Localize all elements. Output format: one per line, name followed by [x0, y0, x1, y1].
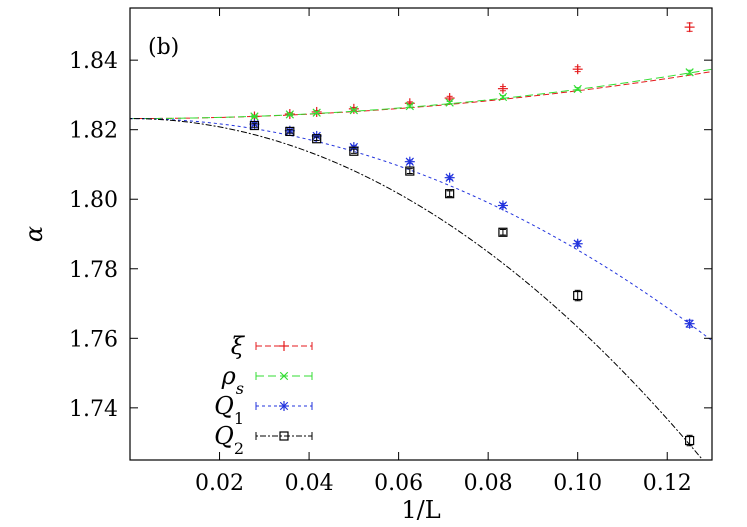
data-point — [684, 22, 695, 33]
data-point — [405, 101, 414, 111]
panel-label: (b) — [148, 35, 179, 60]
plot-frame — [129, 7, 713, 461]
data-point — [405, 166, 415, 176]
data-point — [497, 83, 508, 94]
x-tick-label: 0.08 — [464, 471, 513, 496]
y-tick-label: 1.78 — [69, 258, 118, 283]
data-point — [285, 126, 295, 137]
data-point — [498, 92, 508, 102]
y-tick-label: 1.82 — [69, 119, 118, 144]
x-axis: 0.02 0.04 0.06 0.08 0.10 0.12 — [195, 8, 692, 496]
x-tick-label: 0.02 — [195, 471, 244, 496]
fit-curve — [130, 68, 712, 120]
data-point — [572, 64, 583, 75]
data-point — [573, 290, 583, 301]
data-point — [445, 98, 454, 107]
y-axis-title: α — [20, 226, 48, 242]
data-point — [498, 227, 508, 237]
x-tick-label: 0.12 — [643, 471, 692, 496]
data-point — [349, 146, 359, 156]
data-point — [684, 318, 695, 329]
data-point — [285, 110, 295, 119]
legend-marker — [279, 431, 289, 441]
data-point — [497, 200, 508, 211]
data-point — [312, 134, 322, 144]
data-point — [685, 435, 695, 446]
x-tick-label: 0.04 — [285, 471, 334, 496]
data-point — [404, 156, 415, 167]
data-point — [572, 238, 583, 249]
fit-curve — [130, 71, 712, 120]
data-point — [349, 106, 359, 115]
x-axis-title: 1/L — [401, 496, 440, 524]
data-point — [685, 68, 694, 77]
x-tick-label: 0.10 — [553, 471, 602, 496]
data-point — [249, 120, 260, 131]
y-axis: 1.74 1.76 1.78 1.80 1.82 1.84 — [69, 49, 712, 422]
data-point — [445, 189, 455, 199]
legend-marker — [279, 371, 289, 381]
y-tick-label: 1.76 — [69, 327, 118, 352]
legend-label: ξ — [231, 332, 246, 360]
legend-marker — [279, 401, 289, 411]
plot-area — [130, 22, 712, 460]
fit-curve — [130, 118, 704, 460]
y-tick-label: 1.74 — [69, 397, 118, 422]
data-point — [444, 172, 455, 183]
y-tick-label: 1.84 — [69, 49, 118, 74]
data-point — [250, 112, 259, 121]
legend-item: ξ — [231, 332, 313, 360]
data-point — [573, 84, 582, 94]
legend-item: ρs — [221, 362, 313, 398]
legend-marker — [279, 341, 289, 351]
legend-item: Q2 — [214, 422, 313, 458]
fit-curve — [130, 118, 712, 342]
x-tick-label: 0.06 — [374, 471, 423, 496]
data-point — [312, 108, 321, 117]
y-tick-label: 1.80 — [69, 188, 118, 213]
